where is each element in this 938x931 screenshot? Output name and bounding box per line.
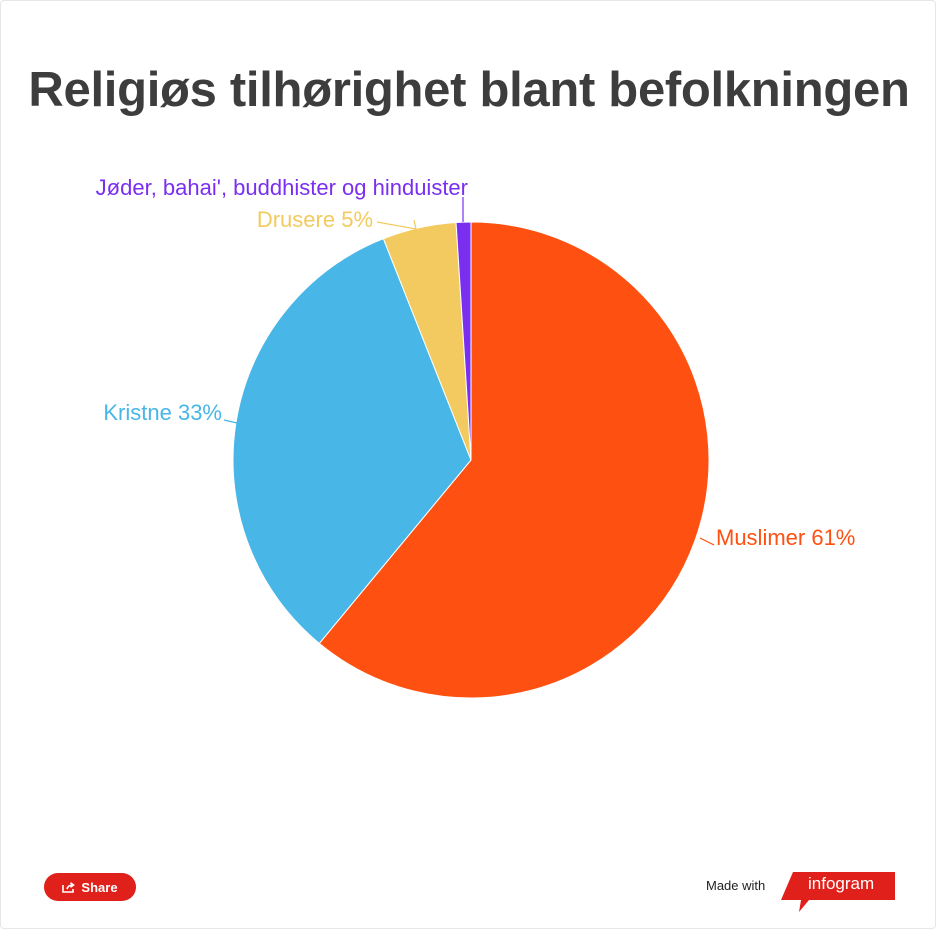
slice-label: Drusere 5% [257, 207, 373, 232]
pie-slice-jøder[interactable] [455, 221, 472, 461]
share-icon [62, 881, 76, 893]
share-label: Share [81, 879, 118, 895]
slice-label: Muslimer 61% [716, 525, 855, 550]
leader-line [376, 219, 417, 230]
chart-title: Religiøs tilhørighet blant befolkningen [28, 63, 910, 117]
leader-line [699, 537, 715, 546]
slice-label: Kristne 33% [103, 400, 222, 425]
leader-line [223, 419, 238, 424]
pie-slice-muslimer[interactable] [318, 221, 710, 699]
share-button[interactable]: Share [44, 873, 136, 901]
infogram-logo[interactable] [781, 870, 895, 912]
slice-label: Jøder, bahai', buddhister og hinduister [96, 175, 468, 200]
made-with-text: Made with [706, 878, 766, 893]
infogram-brand: infogram [808, 874, 875, 893]
